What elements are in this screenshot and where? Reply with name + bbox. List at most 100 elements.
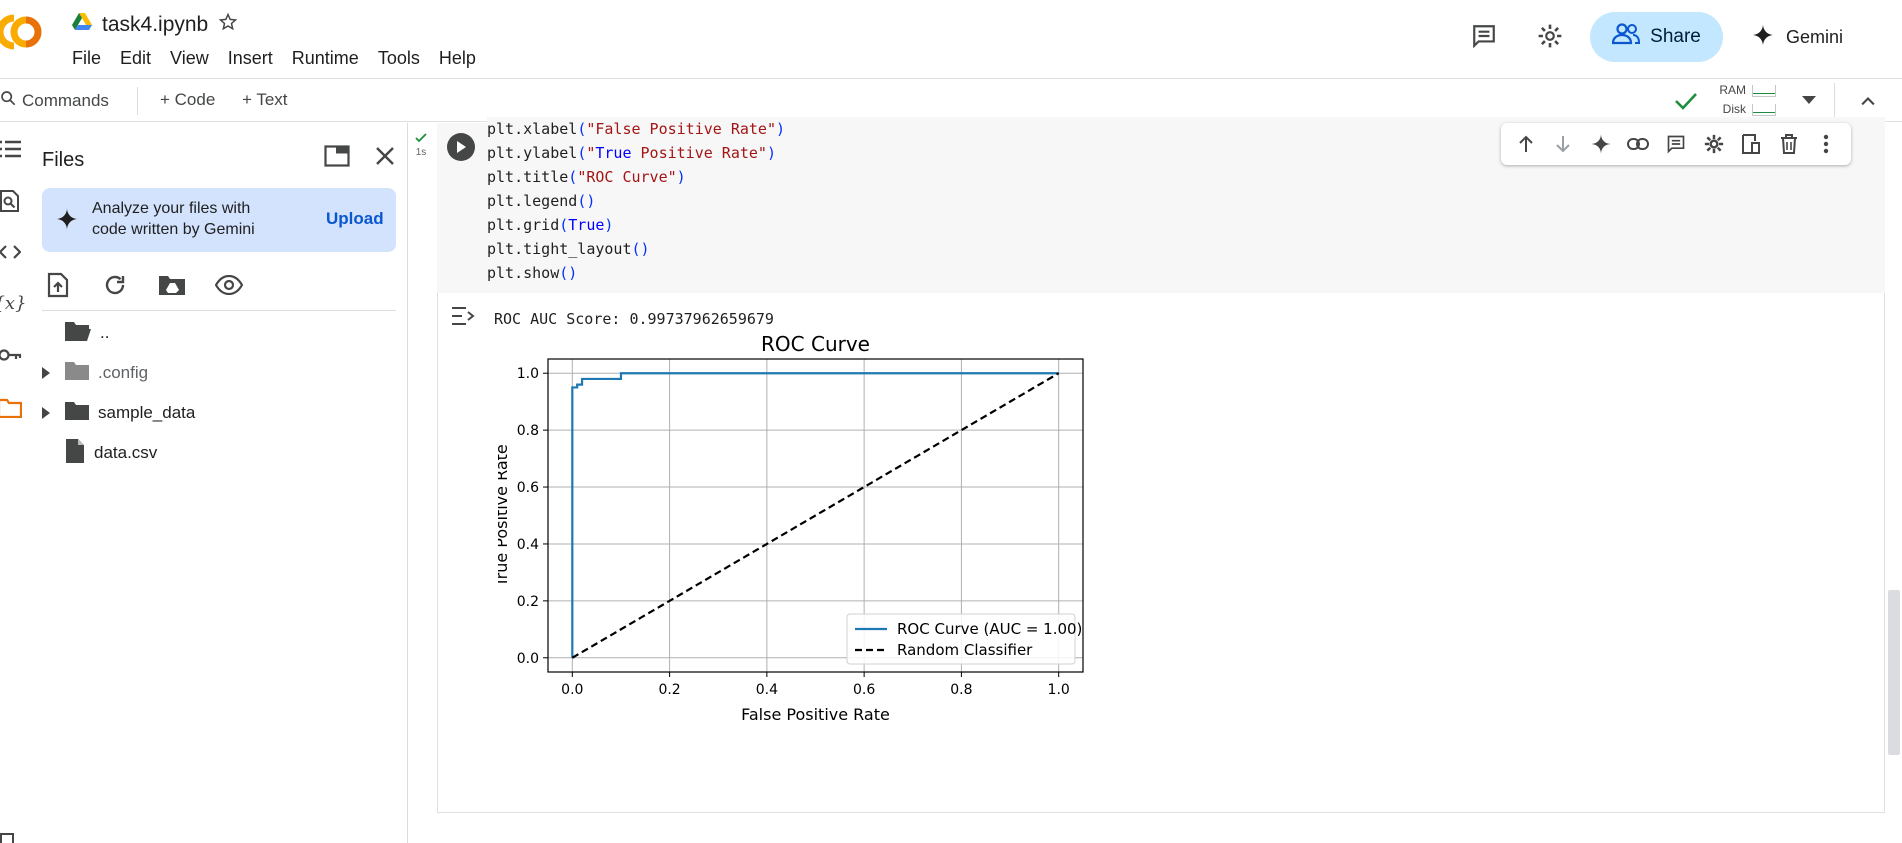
check-icon — [415, 133, 427, 147]
random-classifier-line — [571, 372, 1060, 659]
close-icon[interactable] — [370, 141, 400, 171]
ram-label: RAM — [1719, 83, 1746, 97]
file-icon — [64, 438, 86, 469]
cell-toolbar — [1501, 123, 1851, 165]
move-up-arrow-icon[interactable] — [1513, 131, 1539, 157]
collapse-chevron-up-icon[interactable] — [1858, 91, 1878, 116]
find-replace-icon[interactable] — [0, 187, 24, 215]
scrollbar-thumb[interactable] — [1888, 590, 1900, 755]
cell-exec-time: 1s — [415, 147, 427, 158]
x-tick-label: 0.0 — [561, 682, 583, 698]
menu-runtime[interactable]: Runtime — [291, 48, 359, 68]
mirror-cell-icon[interactable] — [1738, 131, 1764, 157]
notebook-title[interactable]: task4.ipynb — [102, 12, 209, 36]
variables-icon[interactable]: {x} — [0, 292, 27, 314]
files-folder-icon[interactable] — [0, 394, 24, 422]
y-tick-label: 0.8 — [517, 423, 539, 439]
run-cell-button[interactable] — [447, 133, 475, 161]
roc-chart: 0.0 0.2 0.4 0.6 0.8 1.0 0.0 0.2 0.4 0.6 0.8 1.0 ROC… — [498, 332, 1084, 724]
menu-help[interactable]: Help — [438, 48, 476, 68]
disk-label: Disk — [1722, 102, 1746, 116]
code-snippets-icon[interactable] — [0, 238, 24, 266]
tree-item-config[interactable]: .config — [30, 358, 148, 388]
ram-usage-bar — [1752, 85, 1776, 97]
commands-label: Commands — [22, 90, 109, 110]
star-icon[interactable] — [218, 12, 238, 37]
comment-icon[interactable] — [1663, 131, 1689, 157]
colab-logo[interactable] — [0, 12, 54, 52]
code-line: plt.legend() — [487, 192, 596, 210]
files-panel: Files Analyze your files with code writt… — [30, 123, 408, 843]
share-button[interactable]: Share — [1590, 12, 1723, 62]
code-line: plt.show() — [487, 264, 578, 282]
more-options-icon[interactable] — [1813, 131, 1839, 157]
code-line: plt.ylabel("True Positive Rate") — [487, 144, 776, 162]
folder-icon — [64, 401, 90, 426]
gemini-sparkle-icon[interactable] — [1588, 131, 1614, 157]
y-tick-label: 0.4 — [517, 537, 539, 553]
gemini-sparkle-icon — [56, 208, 78, 235]
roc-curve-line — [571, 372, 1059, 658]
code-line: plt.tight_layout() — [487, 240, 650, 258]
y-tick-label: 1.0 — [517, 366, 539, 382]
add-text-label: + Text — [242, 90, 288, 109]
gemini-label: Gemini — [1786, 26, 1844, 47]
expand-caret-icon[interactable] — [38, 405, 54, 421]
share-label: Share — [1650, 26, 1701, 47]
runtime-dropdown-icon[interactable] — [1800, 93, 1818, 112]
x-tick-label: 0.8 — [950, 682, 972, 698]
google-drive-icon — [72, 13, 92, 36]
output-actions-icon[interactable] — [450, 305, 476, 332]
menu-edit[interactable]: Edit — [120, 48, 152, 68]
notebook-toolbar: Commands + Code + Text RAM Disk — [0, 78, 1902, 122]
commands-button[interactable]: Commands — [0, 90, 109, 111]
connected-check-icon — [1674, 91, 1698, 116]
upload-link[interactable]: Upload — [326, 209, 384, 228]
table-of-contents-icon[interactable] — [0, 135, 24, 163]
tree-item-label: .. — [100, 323, 110, 342]
plot-frame — [547, 358, 1084, 673]
legend-label: Random Classifier — [897, 641, 1033, 659]
menu-view[interactable]: View — [170, 48, 209, 68]
open-in-tab-icon[interactable] — [322, 141, 352, 171]
toolbar-divider-right — [1834, 83, 1835, 119]
gemini-analyze-card: Analyze your files with code written by … — [42, 188, 396, 252]
y-axis-label: True Positive Rate — [498, 444, 511, 588]
cell-settings-gear-icon[interactable] — [1701, 131, 1727, 157]
upload-file-icon[interactable] — [43, 270, 73, 300]
add-code-button[interactable]: + Code — [160, 90, 215, 110]
files-divider — [42, 310, 396, 311]
tree-item-label: sample_data — [98, 403, 196, 422]
settings-gear-icon[interactable] — [1536, 22, 1564, 50]
gemini-button[interactable]: Gemini — [1752, 16, 1843, 58]
code-line: plt.title("ROC Curve") — [487, 168, 686, 186]
code-line: plt.grid(True) — [487, 216, 614, 234]
notebook-area: 1s plt.xlabel("False Positive Rate") plt… — [409, 117, 1902, 843]
comment-icon[interactable] — [1470, 22, 1498, 50]
tree-item-sample-data[interactable]: sample_data — [30, 398, 195, 428]
delete-trash-icon[interactable] — [1776, 131, 1802, 157]
link-icon[interactable] — [1625, 131, 1651, 157]
x-tick-label: 0.4 — [756, 682, 778, 698]
gemini-sparkle-icon — [1752, 23, 1774, 51]
tree-item-data-csv[interactable]: data.csv — [30, 438, 157, 468]
tree-item-label: data.csv — [94, 443, 158, 462]
secrets-key-icon[interactable] — [0, 341, 24, 369]
left-rail: {x} — [0, 123, 30, 843]
tree-item-parent[interactable]: .. — [30, 318, 109, 348]
add-text-button[interactable]: + Text — [242, 90, 288, 110]
menu-tools[interactable]: Tools — [377, 48, 420, 68]
refresh-icon[interactable] — [100, 270, 130, 300]
menu-file[interactable]: File — [72, 48, 102, 68]
x-tick-label: 0.6 — [853, 682, 875, 698]
terminal-icon[interactable] — [0, 833, 14, 843]
add-code-label: + Code — [160, 90, 216, 109]
menu-insert[interactable]: Insert — [227, 48, 273, 68]
mount-drive-icon[interactable] — [157, 270, 187, 300]
x-axis-label: False Positive Rate — [741, 705, 890, 724]
move-down-arrow-icon[interactable] — [1550, 131, 1576, 157]
expand-caret-icon[interactable] — [38, 365, 54, 381]
resources-indicator[interactable]: RAM Disk — [1712, 83, 1782, 119]
show-hidden-eye-icon[interactable] — [214, 270, 244, 300]
gemini-card-text: Analyze your files with code written by … — [92, 200, 255, 238]
